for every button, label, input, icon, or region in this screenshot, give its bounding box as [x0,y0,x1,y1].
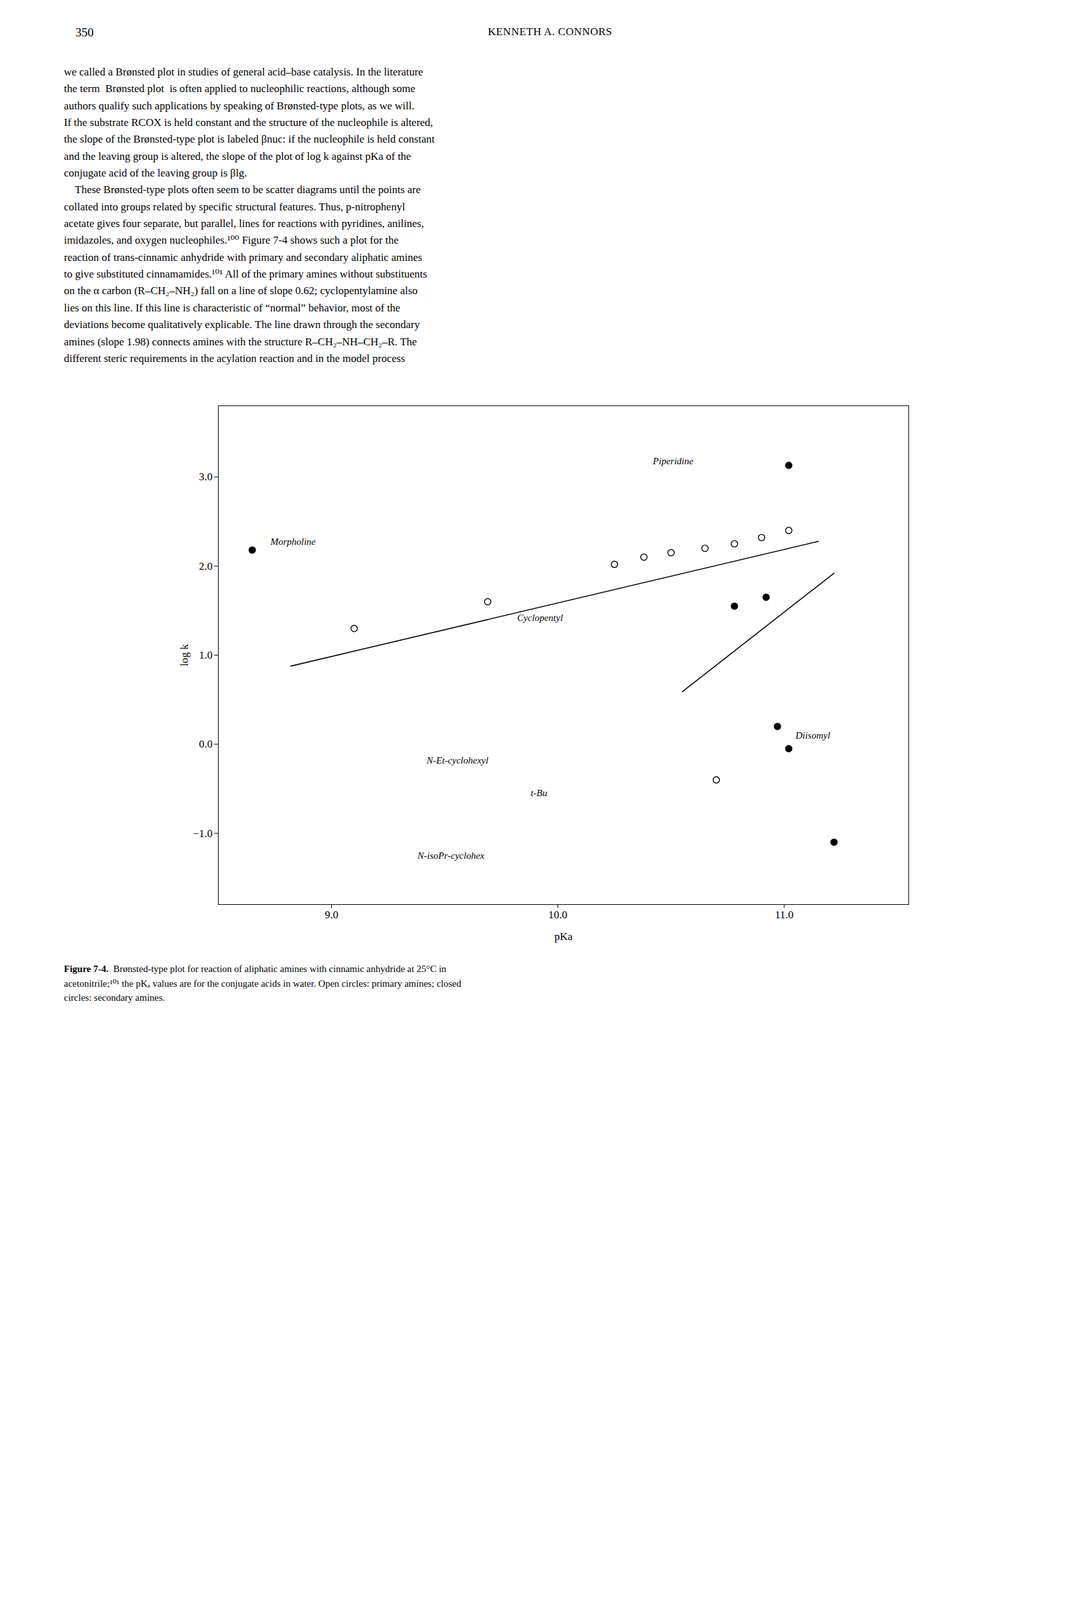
svg-text:−1.0: −1.0 [192,827,213,840]
svg-text:Morpholine: Morpholine [269,536,316,548]
html-text:Figure 7-4. Brønsted-type plot: Figure 7-4. Brønsted-type plot for react… [63,963,462,1003]
svg-text:Diisomyl: Diisomyl [794,730,830,741]
svg-text:Piperidine: Piperidine [652,455,694,467]
html-text:we called a Brønsted plot in s: we called a Brønsted plot in studies of … [63,65,435,365]
svg-text:11.0: 11.0 [774,908,794,921]
svg-text:0.0: 0.0 [198,737,213,750]
svg-text:10.0: 10.0 [547,908,568,921]
svg-text:log k: log k [177,643,190,667]
html-text:350: 350 [75,25,94,39]
html-text:KENNETH A. CONNORS: KENNETH A. CONNORS [487,25,613,38]
svg-text:pKa: pKa [554,930,573,943]
svg-text:2.0: 2.0 [198,559,213,573]
svg-text:1.0: 1.0 [198,648,213,662]
svg-text:t-Bu: t-Bu [530,787,548,798]
svg-text:3.0: 3.0 [198,471,213,484]
svg-text:N-isoPr-cyclohex: N-isoPr-cyclohex [416,850,485,861]
svg-text:N-Et-cyclohexyl: N-Et-cyclohexyl [425,754,489,766]
svg-text:9.0: 9.0 [324,908,338,921]
svg-text:Cyclopentyl: Cyclopentyl [516,612,563,623]
